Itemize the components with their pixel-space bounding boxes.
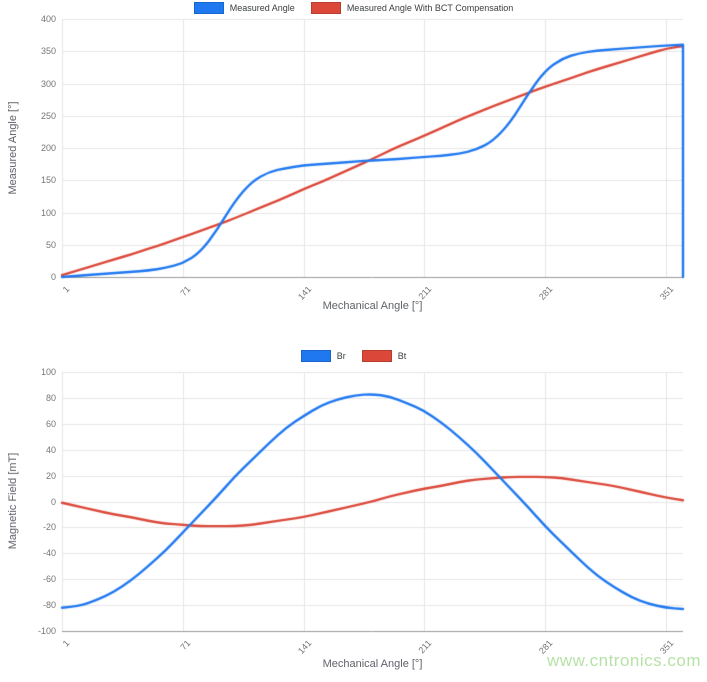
magnetic-field-chart: Br Bt Magnetic Field [mT] Mechanical Ang… [0,341,707,682]
measured-angle-legend: Measured Angle Measured Angle With BCT C… [0,1,707,14]
x-axis-title-mechanical-angle-bottom: Mechanical Angle [°] [322,658,423,670]
legend-label-bt: Bt [397,350,407,361]
legend-label-br: Br [336,350,346,361]
legend-swatch-bt [361,349,392,362]
legend-label-measured-angle: Measured Angle [229,2,295,13]
magnetic-field-plot-canvas[interactable] [0,341,707,682]
legend-item-bt[interactable]: Bt [361,349,407,362]
y-axis-title-measured-angle: Measured Angle [°] [7,101,19,195]
legend-item-bct-compensation[interactable]: Measured Angle With BCT Compensation [310,1,514,14]
measured-angle-chart: Measured Angle Measured Angle With BCT C… [0,0,707,341]
x-axis-title-mechanical-angle-top: Mechanical Angle [°] [322,300,423,312]
legend-item-br[interactable]: Br [300,349,346,362]
legend-item-measured-angle[interactable]: Measured Angle [193,1,295,14]
watermark: www.cntronics.com [547,651,701,670]
legend-swatch-bct-compensation [310,1,341,14]
magnetic-field-legend: Br Bt [0,349,707,362]
legend-swatch-br [300,349,331,362]
legend-swatch-measured-angle [193,1,224,14]
measured-angle-plot-canvas[interactable] [0,0,707,341]
legend-label-bct-compensation: Measured Angle With BCT Compensation [346,2,514,13]
y-axis-title-magnetic-field: Magnetic Field [mT] [7,452,19,550]
